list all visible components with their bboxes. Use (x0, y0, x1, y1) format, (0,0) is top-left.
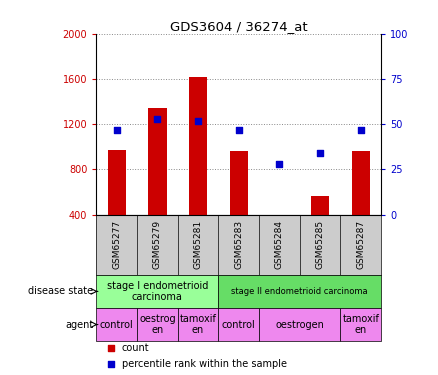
Point (107, 345, 114, 351)
Text: GSM65281: GSM65281 (194, 220, 202, 269)
Point (154, 116, 161, 122)
Bar (219, 308, 259, 341)
Text: stage II endometrioid carcinoma: stage II endometrioid carcinoma (231, 287, 368, 296)
Bar (189, 77, 207, 214)
Bar (137, 308, 178, 341)
Text: tamoxif
en: tamoxif en (180, 314, 216, 335)
Bar (230, 151, 248, 214)
Bar (311, 196, 329, 214)
Text: percentile rank within the sample: percentile rank within the sample (122, 359, 287, 369)
Text: control: control (100, 320, 134, 330)
Point (235, 127, 242, 133)
Bar (270, 214, 289, 218)
Text: agent: agent (65, 320, 94, 330)
Bar (96, 275, 219, 308)
Bar (352, 151, 370, 214)
Text: stage I endometrioid
carcinoma: stage I endometrioid carcinoma (107, 280, 208, 302)
Bar (340, 308, 381, 341)
Text: GSM65279: GSM65279 (153, 220, 162, 269)
Text: disease state: disease state (28, 286, 94, 296)
Bar (108, 150, 126, 214)
Bar (148, 108, 166, 214)
Bar (219, 275, 381, 308)
Text: control: control (222, 320, 256, 330)
Text: oestrogen: oestrogen (275, 320, 324, 330)
Point (276, 161, 283, 167)
Bar (96, 308, 137, 341)
Point (317, 150, 324, 156)
Text: GSM65287: GSM65287 (356, 220, 365, 269)
Bar (178, 308, 219, 341)
Text: count: count (122, 343, 150, 353)
Text: tamoxif
en: tamoxif en (342, 314, 379, 335)
Text: GSM65284: GSM65284 (275, 220, 284, 269)
Text: oestrog
en: oestrog en (139, 314, 176, 335)
Text: GSM65283: GSM65283 (234, 220, 243, 269)
Point (194, 117, 201, 123)
Point (107, 361, 114, 367)
Title: GDS3604 / 36274_at: GDS3604 / 36274_at (170, 20, 307, 33)
Point (113, 127, 120, 133)
Text: GSM65277: GSM65277 (112, 220, 121, 269)
Bar (259, 308, 340, 341)
Text: GSM65285: GSM65285 (315, 220, 325, 269)
Point (357, 127, 364, 133)
